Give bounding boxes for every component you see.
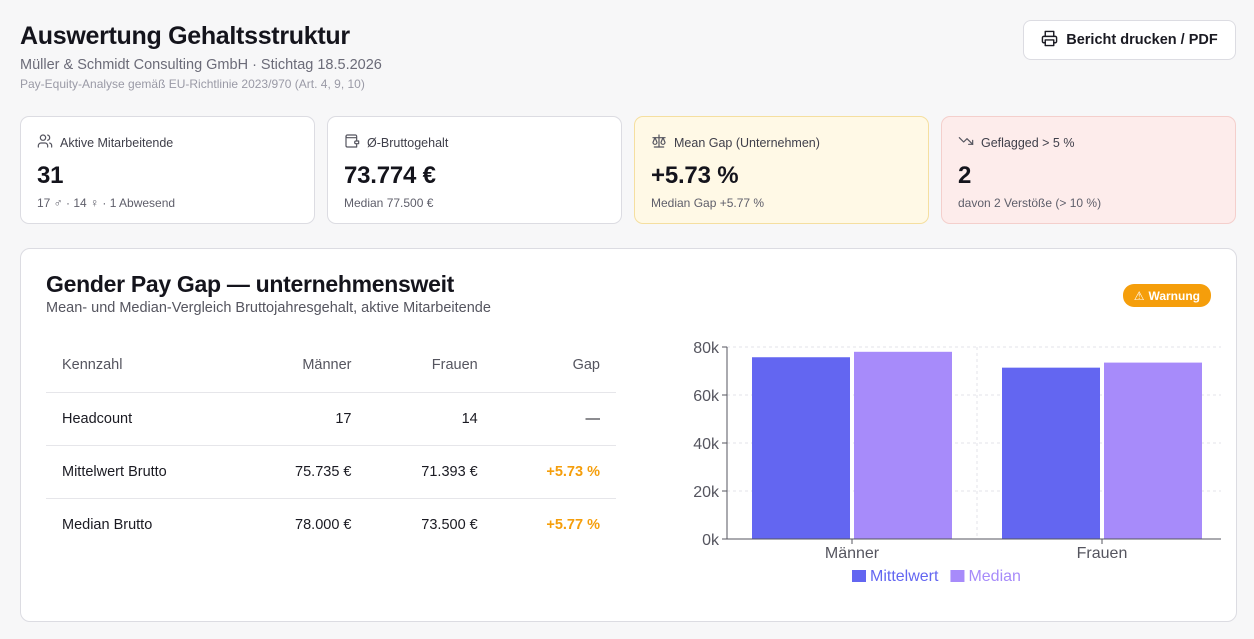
- table-header-row: Kennzahl Männer Frauen Gap: [46, 339, 616, 392]
- y-tick-label: 40k: [693, 436, 720, 453]
- badge-label: Warnung: [1148, 288, 1200, 303]
- panel-title: Gender Pay Gap — unternehmensweit: [46, 271, 455, 297]
- legend-swatch-mittelwert: [852, 570, 866, 582]
- legal-note: Pay-Equity-Analyse gemäß EU-Richtlinie 2…: [20, 77, 365, 91]
- kpi-card-mean-gap: Mean Gap (Unternehmen) +5.73 % Median Ga…: [634, 116, 929, 224]
- kpi-sub: 17 ♂ · 14 ♀ · 1 Abwesend: [37, 196, 176, 210]
- gap-cell: +5.77 %: [546, 516, 600, 533]
- kpi-card-flagged: Geflagged > 5 % 2 davon 2 Verstöße (> 10…: [941, 116, 1236, 224]
- table-row: Headcount 17 14 —: [46, 392, 616, 445]
- panel-subtitle: Mean- und Median-Vergleich Bruttojahresg…: [46, 300, 491, 316]
- table-cell: 71.393 €: [421, 463, 478, 480]
- gender-pay-gap-panel: Gender Pay Gap — unternehmensweit Mean- …: [20, 248, 1237, 622]
- column-header: Gap: [572, 357, 600, 374]
- trending-down-icon: [958, 133, 974, 152]
- kpi-value: +5.73 %: [651, 162, 739, 189]
- y-tick-label: 80k: [693, 340, 720, 357]
- kpi-sub: davon 2 Verstöße (> 10 %): [958, 196, 1102, 210]
- kpi-value: 73.774 €: [344, 162, 436, 189]
- print-report-button[interactable]: Bericht drucken / PDF: [1023, 20, 1236, 60]
- y-tick-label: 60k: [693, 388, 720, 405]
- legend-label-median: Median: [968, 568, 1020, 585]
- bar-mittelwert-0: [752, 357, 850, 539]
- bar-mittelwert-1: [1002, 367, 1100, 539]
- kpi-label: Ø-Bruttogehalt: [367, 135, 449, 150]
- column-header: Kennzahl: [62, 357, 123, 374]
- table-row: Mittelwert Brutto 75.735 € 71.393 € +5.7…: [46, 445, 616, 498]
- y-tick-label: 0k: [702, 532, 720, 549]
- warning-icon: ⚠: [1133, 288, 1145, 303]
- y-tick-label: 20k: [693, 484, 720, 501]
- kpi-sub: Median 77.500 €: [344, 196, 434, 210]
- table-cell: 17: [335, 410, 352, 427]
- scale-icon: [651, 133, 667, 152]
- warning-badge: ⚠ Warnung: [1122, 284, 1211, 307]
- bar-median-1: [1104, 362, 1202, 539]
- legend-label-mittelwert: Mittelwert: [870, 568, 939, 585]
- kpi-cards: Aktive Mitarbeitende 31 17 ♂ · 14 ♀ · 1 …: [20, 116, 1237, 224]
- wallet-icon: [344, 133, 360, 152]
- table-cell: 75.735 €: [295, 463, 352, 480]
- table-cell: Median Brutto: [62, 516, 153, 533]
- table-cell: —: [585, 410, 601, 427]
- kpi-value: 31: [37, 162, 64, 189]
- table-cell: Headcount: [62, 410, 133, 427]
- kpi-label: Aktive Mitarbeitende: [60, 135, 174, 150]
- pay-gap-bar-chart: 0k 20k 40k 60k 80k Männer Frauen Mittelwert Medi…: [693, 340, 1221, 585]
- kpi-sub: Median Gap +5.77 %: [651, 196, 765, 210]
- table-cell: Mittelwert Brutto: [62, 463, 167, 480]
- x-tick-label: Frauen: [1077, 545, 1128, 562]
- print-button-label: Bericht drucken / PDF: [1066, 32, 1218, 48]
- page-title: Auswertung Gehaltsstruktur: [20, 22, 350, 50]
- kpi-value: 2: [958, 162, 972, 189]
- legend-swatch-median: [950, 570, 965, 582]
- x-tick-label: Männer: [825, 545, 880, 562]
- kpi-card-active-employees: Aktive Mitarbeitende 31 17 ♂ · 14 ♀ · 1 …: [20, 116, 315, 224]
- page-subtitle: Müller & Schmidt Consulting GmbH · Stich…: [20, 57, 382, 73]
- kpi-label: Geflagged > 5 %: [981, 135, 1075, 150]
- column-header: Frauen: [431, 357, 478, 374]
- table-cell: 14: [461, 410, 478, 427]
- table-cell: 78.000 €: [295, 516, 352, 533]
- users-icon: [37, 133, 53, 152]
- table-cell: 73.500 €: [421, 516, 478, 533]
- kpi-card-avg-salary: Ø-Bruttogehalt 73.774 € Median 77.500 €: [327, 116, 622, 224]
- bar-median-0: [854, 351, 952, 539]
- table-row: Median Brutto 78.000 € 73.500 € +5.77 %: [46, 498, 616, 551]
- column-header: Männer: [302, 357, 352, 374]
- comparison-table: Kennzahl Männer Frauen Gap Headcount 17 …: [46, 339, 616, 551]
- gap-cell: +5.73 %: [546, 463, 600, 480]
- page-header: Auswertung Gehaltsstruktur Müller & Schm…: [20, 22, 382, 91]
- printer-icon: [1041, 30, 1058, 51]
- kpi-label: Mean Gap (Unternehmen): [674, 135, 820, 150]
